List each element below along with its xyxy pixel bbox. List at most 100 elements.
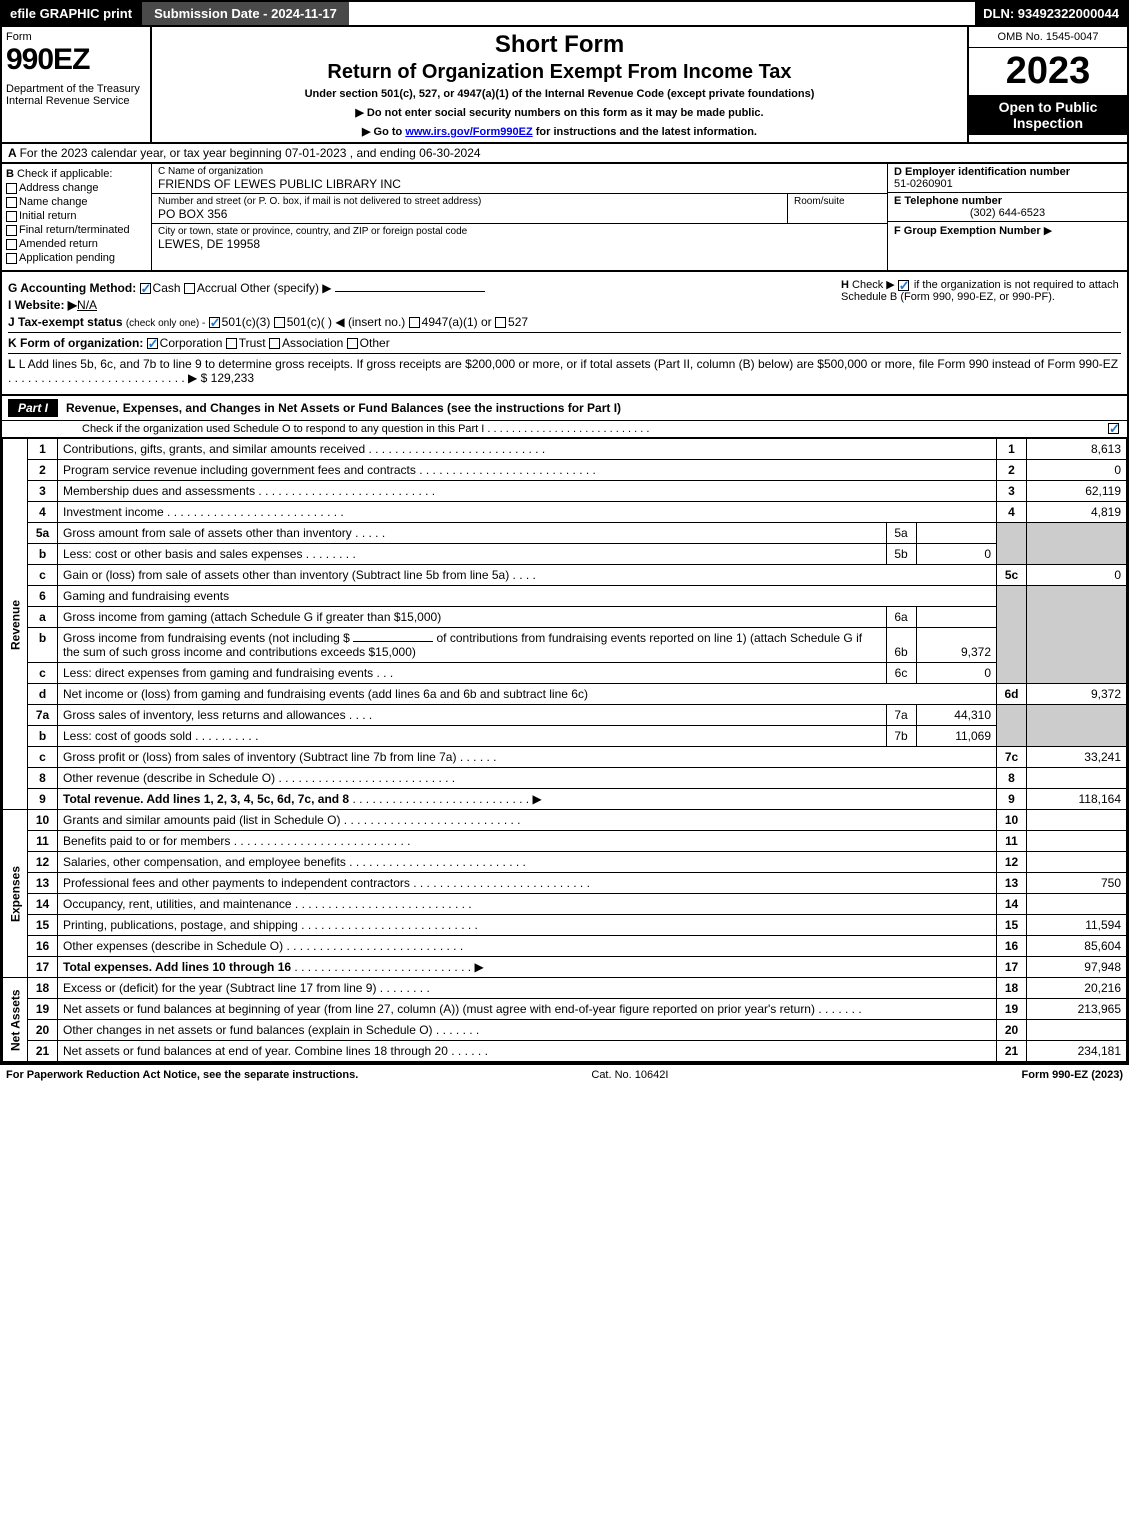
- subtitle: Under section 501(c), 527, or 4947(a)(1)…: [156, 88, 963, 100]
- label-g: G Accounting Method:: [8, 281, 136, 295]
- opt-other: Other (specify) ▶: [240, 281, 331, 295]
- goto-post: for instructions and the latest informat…: [533, 126, 757, 138]
- checkbox-address-change[interactable]: [6, 183, 17, 194]
- line-11: Benefits paid to or for members: [58, 831, 997, 852]
- cb-final: Final return/terminated: [19, 224, 130, 236]
- footer-right: Form 990-EZ (2023): [1022, 1069, 1123, 1081]
- header-right: OMB No. 1545-0047 2023 Open to Public In…: [967, 27, 1127, 142]
- section-a-text: For the 2023 calendar year, or tax year …: [20, 146, 481, 160]
- checkbox-other-org[interactable]: [347, 338, 358, 349]
- opt-501c: 501(c)( ) ◀ (insert no.): [287, 315, 406, 329]
- dln: DLN: 93492322000044: [975, 2, 1127, 25]
- cb-addr: Address change: [19, 182, 99, 194]
- h-prefix: Check ▶: [852, 279, 895, 291]
- j-sub: (check only one) -: [126, 318, 205, 329]
- submission-date: Submission Date - 2024-11-17: [140, 2, 349, 25]
- line-16: Other expenses (describe in Schedule O): [58, 936, 997, 957]
- cat-no: Cat. No. 10642I: [591, 1069, 668, 1081]
- section-b-through-f: B Check if applicable: Address change Na…: [0, 164, 1129, 272]
- line-19: Net assets or fund balances at beginning…: [58, 999, 997, 1020]
- label-ein: D Employer identification number: [894, 166, 1070, 178]
- line-15: Printing, publications, postage, and shi…: [58, 915, 997, 936]
- checkbox-4947[interactable]: [409, 317, 420, 328]
- website-value: N/A: [77, 298, 97, 312]
- checkbox-accrual[interactable]: [184, 283, 195, 294]
- label-website: I Website: ▶: [8, 298, 77, 312]
- l-amount: 129,233: [211, 371, 254, 385]
- l-arrow: ▶ $: [188, 371, 207, 385]
- line-5a: Gross amount from sale of assets other t…: [58, 523, 997, 544]
- opt-501c3: 501(c)(3): [222, 315, 271, 329]
- line-1: Contributions, gifts, grants, and simila…: [58, 439, 997, 460]
- form-word: Form: [6, 31, 146, 43]
- line-9: Total revenue. Add lines 1, 2, 3, 4, 5c,…: [58, 789, 997, 810]
- checkbox-amended[interactable]: [6, 239, 17, 250]
- section-g-through-l: H Check ▶ if the organization is not req…: [0, 272, 1129, 396]
- line-6c: Less: direct expenses from gaming and fu…: [58, 663, 997, 684]
- line-21: Net assets or fund balances at end of ye…: [58, 1041, 997, 1062]
- line-3: Membership dues and assessments: [58, 481, 997, 502]
- irs-link[interactable]: www.irs.gov/Form990EZ: [405, 126, 532, 138]
- line-2: Program service revenue including govern…: [58, 460, 997, 481]
- part-1-sub-text: Check if the organization used Schedule …: [82, 423, 484, 435]
- section-h: H Check ▶ if the organization is not req…: [841, 278, 1121, 303]
- part-1-label: Part I: [8, 399, 58, 417]
- line-18: Excess or (deficit) for the year (Subtra…: [58, 978, 997, 999]
- top-bar: efile GRAPHIC print Submission Date - 20…: [0, 0, 1129, 27]
- goto-pre: ▶ Go to: [362, 126, 405, 138]
- line-6a: Gross income from gaming (attach Schedul…: [58, 607, 997, 628]
- part-1-table: Revenue 1Contributions, gifts, grants, a…: [2, 438, 1127, 1062]
- line-8: Other revenue (describe in Schedule O): [58, 768, 997, 789]
- checkbox-initial-return[interactable]: [6, 211, 17, 222]
- opt-accrual: Accrual: [197, 281, 237, 295]
- footer-left: For Paperwork Reduction Act Notice, see …: [6, 1069, 358, 1081]
- cb-pending: Application pending: [19, 252, 115, 264]
- section-b: B Check if applicable: Address change Na…: [2, 164, 152, 270]
- l-text: L Add lines 5b, 6c, and 7b to line 9 to …: [19, 357, 1118, 371]
- opt-trust: Trust: [239, 336, 266, 350]
- room-suite: Room/suite: [787, 194, 887, 223]
- checkbox-trust[interactable]: [226, 338, 237, 349]
- address: PO BOX 356: [158, 207, 781, 221]
- line-6: Gaming and fundraising events: [58, 586, 997, 607]
- checkbox-corporation[interactable]: [147, 338, 158, 349]
- org-name: FRIENDS OF LEWES PUBLIC LIBRARY INC: [158, 177, 881, 191]
- form-number: 990EZ: [6, 43, 146, 77]
- line-7c: Gross profit or (loss) from sales of inv…: [58, 747, 997, 768]
- checkbox-final-return[interactable]: [6, 225, 17, 236]
- goto-note: ▶ Go to www.irs.gov/Form990EZ for instru…: [156, 125, 963, 138]
- opt-other-org: Other: [360, 336, 390, 350]
- opt-cash: Cash: [153, 281, 181, 295]
- line-12: Salaries, other compensation, and employ…: [58, 852, 997, 873]
- checkbox-cash[interactable]: [140, 283, 151, 294]
- checkbox-schedule-o[interactable]: [1108, 423, 1119, 434]
- label-c-org: C Name of organization: [158, 166, 881, 177]
- checkbox-501c[interactable]: [274, 317, 285, 328]
- checkbox-h-schedule-b[interactable]: [898, 280, 909, 291]
- checkbox-pending[interactable]: [6, 253, 17, 264]
- section-k: K Form of organization: Corporation Trus…: [8, 332, 1121, 350]
- part-1-sub: Check if the organization used Schedule …: [2, 421, 1127, 438]
- checkbox-501c3[interactable]: [209, 317, 220, 328]
- city-state-zip: LEWES, DE 19958: [158, 237, 881, 251]
- part-1-title: Revenue, Expenses, and Changes in Net As…: [66, 401, 621, 415]
- line-5b: Less: cost or other basis and sales expe…: [58, 544, 997, 565]
- checkbox-association[interactable]: [269, 338, 280, 349]
- cb-amended: Amended return: [19, 238, 98, 250]
- label-j: J Tax-exempt status: [8, 315, 123, 329]
- header-center: Short Form Return of Organization Exempt…: [152, 27, 967, 142]
- ein: 51-0260901: [894, 178, 953, 190]
- section-a: A For the 2023 calendar year, or tax yea…: [0, 144, 1129, 164]
- efile-label[interactable]: efile GRAPHIC print: [2, 2, 140, 25]
- form-header: Form 990EZ Department of the Treasury In…: [0, 27, 1129, 144]
- checkbox-name-change[interactable]: [6, 197, 17, 208]
- label-k: K Form of organization:: [8, 336, 143, 350]
- checkbox-527[interactable]: [495, 317, 506, 328]
- department: Department of the Treasury Internal Reve…: [6, 83, 146, 107]
- line-10: Grants and similar amounts paid (list in…: [58, 810, 997, 831]
- part-1-header: Part I Revenue, Expenses, and Changes in…: [2, 396, 1127, 421]
- opt-corp: Corporation: [160, 336, 223, 350]
- line-13: Professional fees and other payments to …: [58, 873, 997, 894]
- line-14: Occupancy, rent, utilities, and maintena…: [58, 894, 997, 915]
- section-d-e-f: D Employer identification number51-02609…: [887, 164, 1127, 270]
